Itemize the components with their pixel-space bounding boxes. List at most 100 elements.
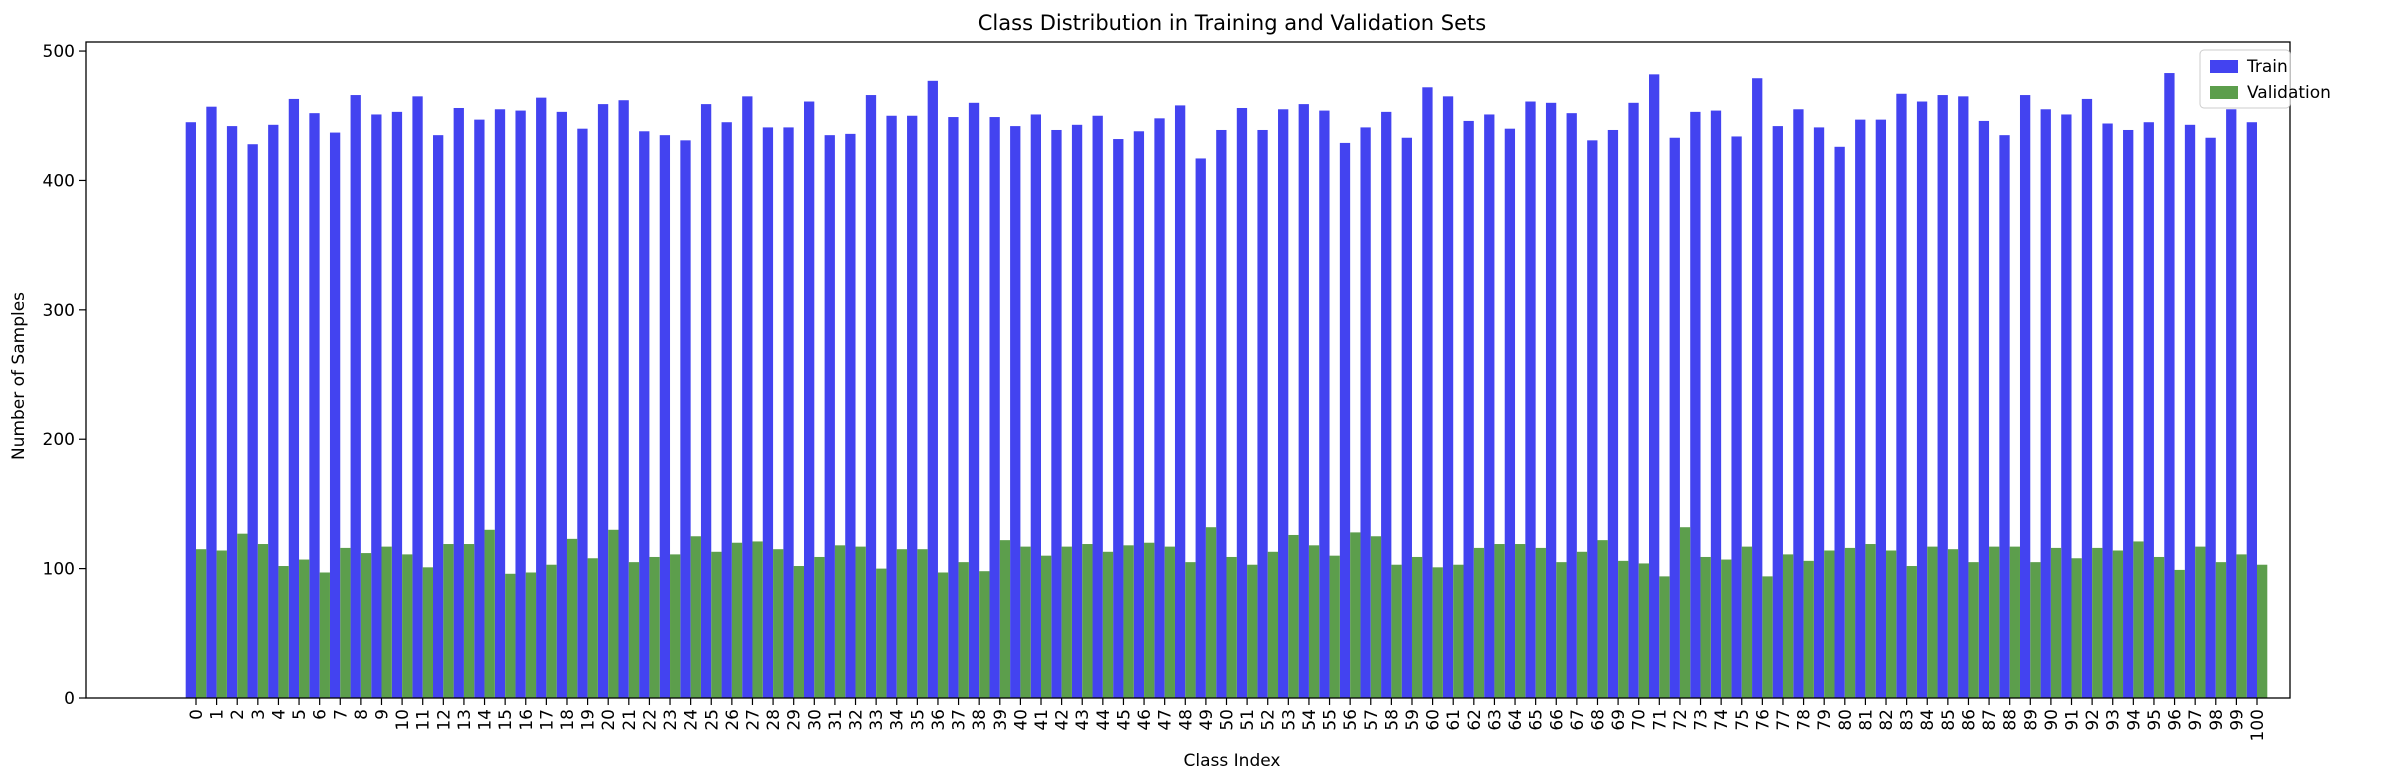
validation-bar-93 [2112,550,2124,698]
x-tick-label-72: 72 [1671,709,1691,731]
x-tick-label-41: 41 [1032,709,1052,731]
validation-bar-57 [1370,536,1382,698]
x-tick-label-5: 5 [290,709,310,720]
validation-bar-70 [1638,563,1649,698]
train-bar-6 [309,113,320,698]
validation-bar-46 [1144,542,1155,698]
validation-bar-60 [1432,567,1443,698]
x-tick-label-43: 43 [1073,709,1093,731]
train-bar-22 [639,131,650,698]
legend-swatch-1 [2210,86,2238,99]
train-bar-7 [329,132,341,698]
x-tick-label-44: 44 [1094,709,1114,731]
x-tick-label-28: 28 [764,709,784,731]
train-bar-63 [1484,114,1495,698]
validation-bar-65 [1535,547,1546,698]
train-bar-42 [1051,129,1062,699]
x-tick-label-48: 48 [1176,709,1196,731]
x-tick-label-53: 53 [1279,709,1299,731]
validation-bar-36 [937,572,949,698]
train-bar-54 [1298,104,1309,699]
x-tick-label-47: 47 [1156,709,1176,731]
x-tick-label-51: 51 [1238,709,1258,731]
validation-bar-2 [237,533,248,698]
train-bar-95 [2143,122,2154,699]
train-bar-52 [1257,129,1268,699]
x-tick-label-90: 90 [2042,709,2062,731]
train-bar-15 [494,109,506,698]
train-bar-21 [618,100,629,699]
train-bar-65 [1525,101,1536,698]
x-tick-label-26: 26 [723,709,743,731]
validation-bar-18 [566,538,578,698]
train-bar-2 [226,126,238,699]
train-bar-58 [1381,111,1392,699]
x-tick-label-15: 15 [496,709,516,731]
train-bar-88 [1999,135,2010,698]
validation-bar-7 [340,547,351,698]
y-axis-label: Number of Samples [9,292,29,460]
validation-bars [196,527,2268,698]
train-bar-70 [1628,102,1639,698]
train-bar-12 [433,135,444,698]
train-bar-78 [1793,109,1804,698]
x-tick-label-11: 11 [414,709,434,731]
validation-bar-99 [2236,554,2247,698]
validation-bar-29 [793,566,804,698]
x-tick-label-73: 73 [1692,709,1712,731]
validation-bar-43 [1082,544,1093,698]
train-bar-16 [515,110,526,698]
train-bar-47 [1154,118,1165,699]
train-bar-38 [968,102,980,698]
train-bar-99 [2226,109,2237,698]
train-bar-18 [556,111,567,699]
x-tick-label-34: 34 [888,709,908,731]
train-bar-69 [1607,129,1619,699]
validation-bar-35 [917,549,928,698]
train-bar-57 [1360,127,1371,698]
validation-bar-83 [1906,566,1917,698]
x-tick-label-99: 99 [2227,709,2247,731]
train-bar-71 [1649,74,1660,699]
validation-bar-30 [814,556,825,698]
validation-bar-42 [1061,546,1072,698]
train-bar-48 [1174,105,1186,698]
validation-bar-92 [2092,547,2103,698]
validation-bar-69 [1618,560,1629,698]
validation-bar-97 [2195,546,2206,698]
validation-bar-52 [1267,551,1279,698]
validation-bar-62 [1473,547,1485,698]
train-bar-11 [412,96,423,699]
validation-bar-41 [1041,555,1052,698]
train-bar-84 [1916,101,1928,698]
train-bar-27 [742,96,753,699]
train-bar-59 [1401,137,1412,698]
train-bar-91 [2061,114,2072,698]
train-bar-66 [1545,102,1557,698]
x-tick-label-52: 52 [1259,709,1279,731]
x-tick-label-6: 6 [311,709,331,720]
validation-bar-68 [1597,540,1608,698]
x-tick-label-29: 29 [785,709,805,731]
validation-bar-15 [505,573,516,698]
x-tick-label-35: 35 [908,709,928,731]
validation-bar-10 [402,554,413,698]
x-tick-label-63: 63 [1485,709,1505,731]
x-tick-label-37: 37 [950,709,970,731]
validation-bar-76 [1762,576,1773,698]
validation-bar-79 [1824,550,1835,698]
train-bar-43 [1071,124,1083,698]
train-bar-36 [927,80,938,698]
validation-bar-11 [422,567,434,698]
train-bar-33 [865,95,877,699]
x-tick-label-85: 85 [1939,709,1959,731]
train-bar-62 [1463,120,1474,699]
validation-bar-1 [216,550,227,698]
validation-bar-88 [2009,546,2020,698]
x-tick-label-12: 12 [434,709,454,731]
train-bar-87 [1978,120,1990,699]
validation-bar-0 [196,549,207,698]
x-tick-label-33: 33 [867,709,887,731]
